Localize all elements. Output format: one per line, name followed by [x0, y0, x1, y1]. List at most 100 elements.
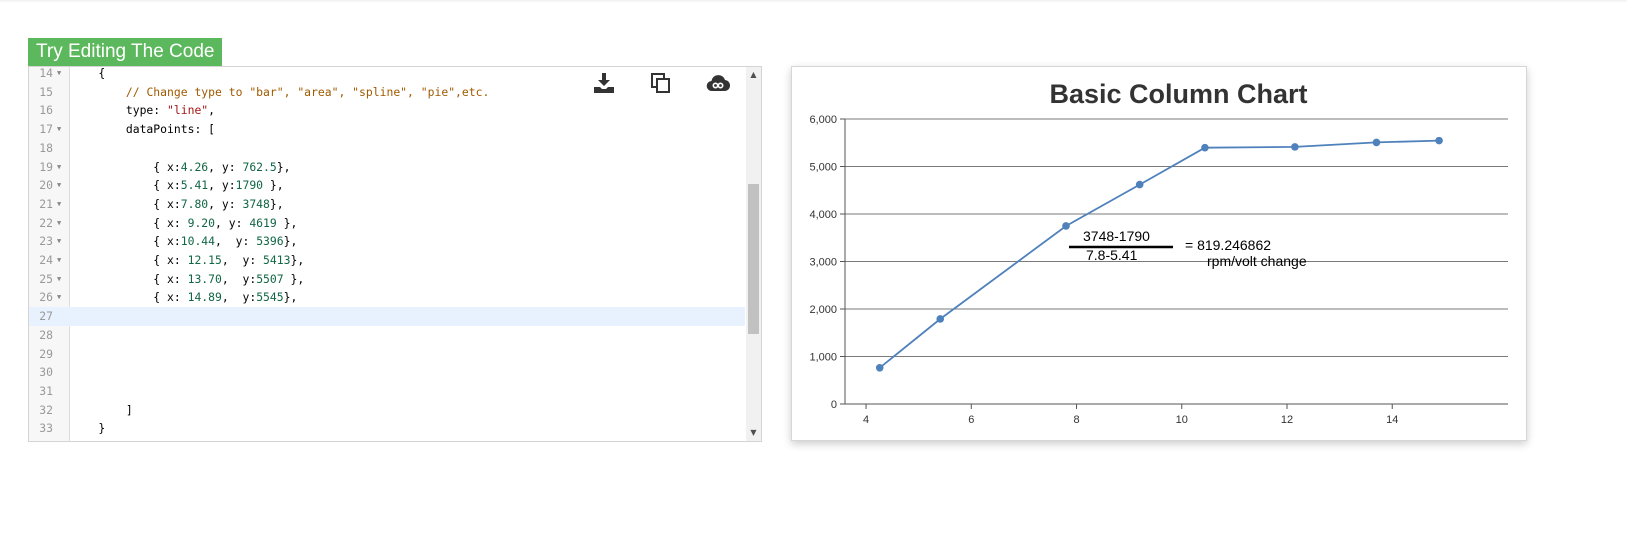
annotation-result: = 819.246862 — [1185, 237, 1271, 253]
code-editor[interactable]: 14 ▼ {15 // Change type to "bar", "area",… — [28, 66, 762, 442]
code-token: { x: — [71, 234, 181, 249]
code-token: { x: — [71, 271, 188, 286]
fold-arrow-icon[interactable]: ▼ — [57, 256, 62, 264]
fold-arrow-icon[interactable]: ▼ — [57, 274, 62, 283]
y-tick-label: 6,000 — [809, 114, 837, 126]
code-token: , y: — [215, 215, 250, 230]
fold-arrow-icon[interactable]: ▼ — [57, 218, 62, 227]
series-line — [879, 139, 1440, 369]
code-token: , y: — [221, 253, 264, 267]
try-editing-tab[interactable]: Try Editing The Code — [28, 38, 223, 66]
code-token: dataPoints: [ — [71, 122, 216, 137]
code-line[interactable]: 30 — [29, 363, 745, 382]
fold-arrow-icon[interactable]: ▼ — [57, 125, 62, 134]
y-tick-label: 1,000 — [809, 352, 837, 364]
code-text: { x:4.26, y: 762.5}, — [71, 158, 290, 177]
code-text: { x:5.41, y:1790 }, — [71, 176, 283, 195]
code-line[interactable]: 20 ▼ { x:5.41, y:1790 }, — [29, 176, 745, 195]
code-token: , y: — [208, 159, 243, 174]
line-number: 26 — [39, 290, 53, 305]
code-token: }, — [276, 215, 298, 230]
code-line[interactable]: 16 type: "line", — [29, 101, 745, 120]
code-token: { x: — [71, 178, 181, 193]
code-token: }, — [276, 159, 291, 174]
fold-arrow-icon[interactable]: ▼ — [57, 162, 62, 171]
line-number: 27 — [39, 309, 53, 324]
code-token: { x: — [71, 196, 181, 211]
fold-arrow-icon[interactable]: ▼ — [57, 199, 62, 208]
line-number: 28 — [39, 327, 53, 342]
y-tick-label: 2,000 — [809, 304, 837, 316]
scrollbar-thumb[interactable] — [748, 184, 759, 334]
fold-arrow-icon[interactable]: ▼ — [57, 181, 62, 190]
download-icon[interactable] — [592, 71, 616, 95]
code-token: , y: — [215, 234, 257, 249]
code-token: 762.5 — [242, 159, 277, 174]
code-token: 5507 — [256, 271, 284, 286]
cloud-icon[interactable] — [706, 71, 730, 95]
code-text: dataPoints: [ — [71, 120, 215, 139]
code-token: }, — [269, 196, 284, 211]
code-token: 5545 — [256, 290, 284, 305]
data-point — [1291, 143, 1299, 151]
code-token: , y: — [208, 196, 243, 211]
code-text: { x: 14.89, y:5545}, — [71, 288, 297, 307]
code-line[interactable]: 25 ▼ { x: 13.70, y:5507 }, — [29, 270, 745, 289]
fold-arrow-icon[interactable]: ▼ — [57, 293, 62, 302]
code-line[interactable]: 15 // Change type to "bar", "area", "spl… — [29, 83, 745, 102]
x-tick-label: 6 — [968, 414, 974, 426]
code-token: 3748 — [242, 196, 270, 211]
code-line[interactable]: 33 } — [29, 419, 745, 438]
code-token: // Change type to "bar", "area", "spline… — [125, 84, 490, 99]
vertical-scrollbar[interactable]: ▲ ▼ — [746, 67, 761, 441]
data-point — [1062, 222, 1070, 230]
scroll-down-icon[interactable]: ▼ — [750, 428, 757, 437]
scroll-up-icon[interactable]: ▲ — [750, 70, 757, 79]
code-token: 1790 — [235, 178, 264, 193]
code-line[interactable]: 23 ▼ { x:10.44, y: 5396}, — [29, 232, 745, 251]
code-token: 14.89 — [187, 290, 222, 305]
code-token: 5396 — [256, 234, 284, 249]
code-token: { x: — [71, 290, 188, 305]
code-token: }, — [290, 253, 305, 267]
code-token: { x: — [71, 159, 181, 174]
data-point — [936, 315, 945, 323]
code-token: }, — [283, 271, 305, 286]
code-line[interactable]: 21 ▼ { x:7.80, y: 3748}, — [29, 195, 745, 214]
code-line[interactable]: 29 — [29, 345, 745, 364]
annotation-denominator: 7.8-5.41 — [1086, 247, 1138, 263]
fold-arrow-icon[interactable]: ▼ — [57, 69, 62, 77]
code-token: 13.70 — [187, 271, 222, 286]
top-divider — [0, 0, 1627, 3]
code-line[interactable]: 32 ] — [29, 401, 745, 420]
code-line[interactable]: 22 ▼ { x: 9.20, y: 4619 }, — [29, 214, 745, 233]
line-number: 23 — [39, 234, 53, 249]
line-number: 14 — [39, 66, 53, 80]
line-number: 18 — [39, 140, 53, 155]
code-line[interactable]: 26 ▼ { x: 14.89, y:5545}, — [29, 288, 745, 307]
code-line[interactable]: 24 ▼ { x: 12.15, y: 5413}, — [29, 251, 745, 270]
line-number-gutter — [29, 67, 70, 441]
code-line[interactable]: 28 — [29, 326, 745, 345]
copy-icon[interactable] — [649, 71, 673, 95]
annotation-unit: rpm/volt change — [1207, 253, 1307, 269]
line-number: 29 — [39, 346, 53, 361]
code-token: 4619 — [249, 215, 277, 230]
code-line[interactable]: 14 ▼ { — [29, 66, 745, 83]
code-line[interactable]: 17 ▼ dataPoints: [ — [29, 120, 745, 139]
code-line[interactable]: 31 — [29, 382, 745, 401]
code-text: { — [71, 67, 105, 83]
code-line[interactable]: 19 ▼ { x:4.26, y: 762.5}, — [29, 158, 745, 177]
fold-arrow-icon[interactable]: ▼ — [57, 237, 62, 246]
code-text: type: "line", — [71, 101, 215, 120]
code-line[interactable]: 18 — [29, 139, 745, 158]
data-point — [1135, 180, 1144, 189]
code-token: ] — [71, 402, 133, 417]
data-point — [875, 363, 884, 372]
code-token — [71, 85, 126, 99]
code-text: { x:10.44, y: 5396}, — [71, 232, 297, 251]
code-token: , y: — [208, 178, 236, 193]
line-number: 30 — [39, 365, 53, 380]
code-line[interactable]: 27 — [29, 307, 745, 326]
y-tick-label: 4,000 — [809, 209, 837, 221]
